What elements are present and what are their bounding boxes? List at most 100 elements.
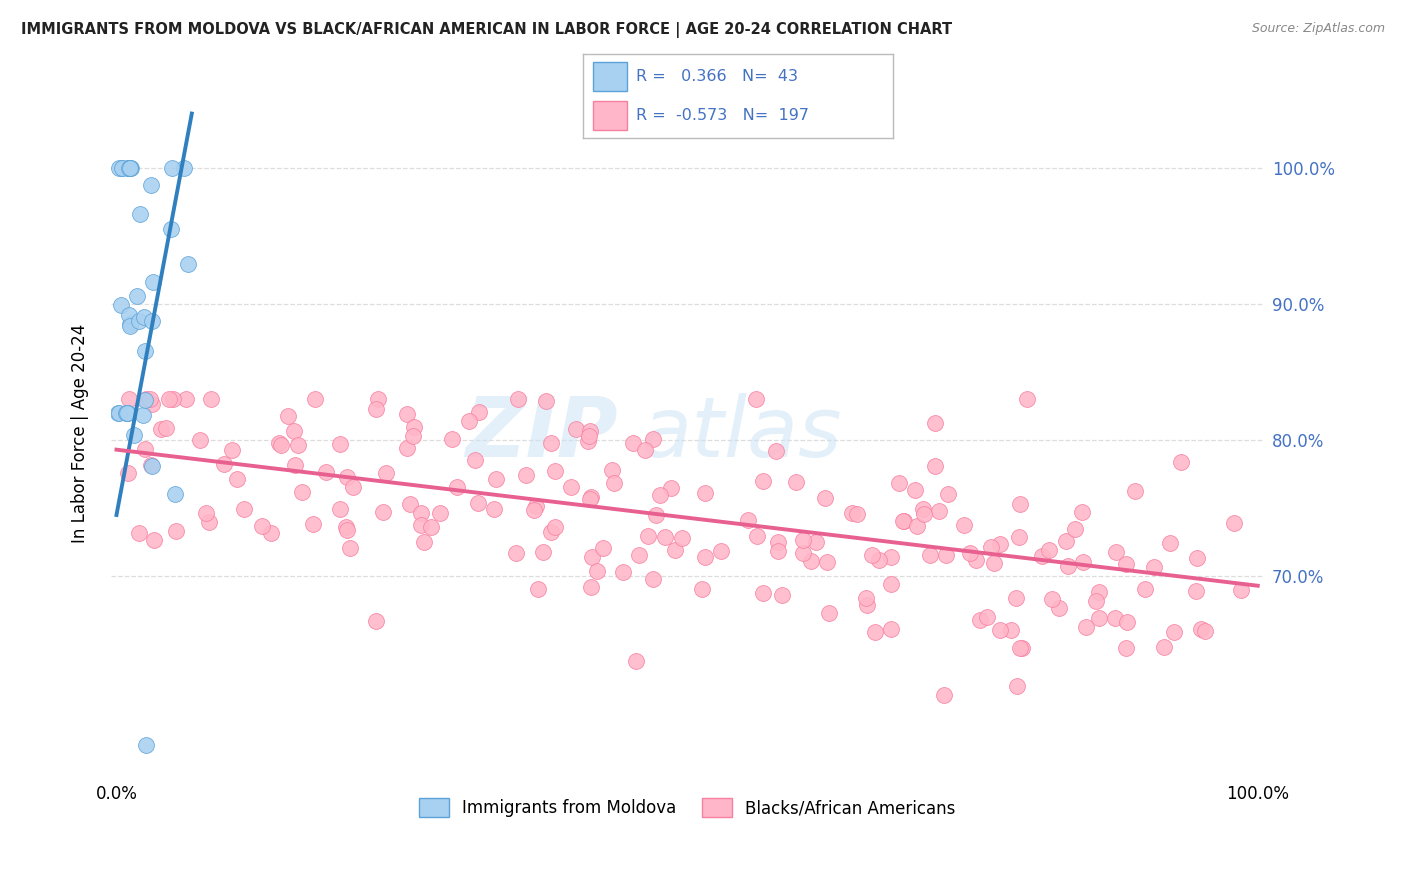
Point	[671, 531, 693, 545]
Point	[134, 392, 156, 407]
Point	[1087, 611, 1109, 625]
Point	[342, 480, 364, 494]
Point	[117, 161, 139, 175]
Point	[856, 599, 879, 613]
Point	[1185, 551, 1208, 566]
Point	[214, 457, 236, 471]
Point	[581, 550, 603, 565]
Point	[132, 409, 155, 423]
Point	[374, 466, 396, 480]
Point	[118, 317, 141, 331]
Point	[120, 161, 142, 175]
Point	[932, 688, 955, 702]
Point	[1054, 534, 1077, 549]
Point	[446, 479, 468, 493]
Point	[467, 496, 489, 510]
Point	[315, 465, 337, 479]
Point	[634, 442, 657, 457]
Point	[765, 444, 787, 458]
Point	[267, 436, 290, 450]
Point	[396, 441, 419, 455]
Point	[524, 500, 547, 514]
Point	[115, 406, 138, 420]
Point	[336, 470, 359, 484]
Point	[576, 434, 599, 448]
Point	[980, 541, 1002, 555]
Point	[952, 518, 974, 533]
Point	[108, 161, 131, 175]
Point	[233, 502, 256, 516]
Point	[1115, 641, 1137, 656]
Point	[644, 508, 666, 522]
Point	[200, 392, 222, 407]
Point	[1133, 582, 1156, 597]
Bar	[593, 101, 627, 130]
Point	[412, 535, 434, 549]
Point	[693, 486, 716, 500]
Point	[139, 392, 162, 407]
Point	[283, 424, 305, 438]
Text: atlas: atlas	[641, 392, 842, 474]
Point	[429, 506, 451, 520]
Point	[134, 343, 156, 358]
Point	[792, 546, 814, 560]
Text: R =  -0.573   N=  197: R = -0.573 N= 197	[636, 108, 808, 123]
Point	[924, 416, 946, 430]
Point	[1031, 549, 1053, 563]
Point	[120, 161, 142, 175]
Point	[515, 468, 537, 483]
Point	[976, 609, 998, 624]
Point	[752, 586, 775, 600]
Point	[162, 161, 184, 175]
Point	[523, 503, 546, 517]
Point	[402, 429, 425, 443]
Point	[108, 406, 131, 420]
Point	[259, 525, 281, 540]
Point	[411, 518, 433, 533]
Text: IMMIGRANTS FROM MOLDOVA VS BLACK/AFRICAN AMERICAN IN LABOR FORCE | AGE 20-24 COR: IMMIGRANTS FROM MOLDOVA VS BLACK/AFRICAN…	[21, 22, 952, 38]
Point	[139, 178, 162, 192]
Point	[110, 298, 132, 312]
Point	[880, 577, 903, 591]
Point	[139, 458, 162, 472]
Point	[117, 161, 139, 175]
Point	[745, 392, 768, 407]
Point	[329, 501, 352, 516]
Point	[747, 529, 769, 543]
Point	[918, 549, 941, 563]
Point	[818, 606, 841, 620]
Point	[118, 161, 141, 175]
Point	[800, 554, 823, 568]
Point	[1005, 591, 1028, 605]
Point	[868, 553, 890, 567]
Point	[1064, 522, 1087, 536]
Point	[654, 530, 676, 544]
Point	[904, 483, 927, 497]
Point	[1115, 615, 1137, 630]
Point	[132, 310, 155, 324]
Point	[526, 582, 548, 596]
Point	[128, 525, 150, 540]
Point	[648, 488, 671, 502]
Point	[115, 406, 138, 420]
Point	[737, 512, 759, 526]
Point	[134, 442, 156, 456]
Point	[284, 458, 307, 472]
Point	[600, 463, 623, 477]
Point	[367, 392, 389, 407]
Point	[1011, 641, 1033, 656]
Point	[143, 533, 166, 547]
Point	[1163, 624, 1185, 639]
Point	[366, 614, 388, 628]
Point	[336, 523, 359, 537]
Point	[988, 537, 1011, 551]
Point	[1123, 484, 1146, 499]
Legend: Immigrants from Moldova, Blacks/African Americans: Immigrants from Moldova, Blacks/African …	[412, 791, 962, 824]
Point	[135, 392, 157, 407]
Point	[531, 545, 554, 559]
Point	[936, 486, 959, 500]
Point	[544, 520, 567, 534]
Point	[1170, 455, 1192, 469]
Point	[785, 475, 807, 489]
Point	[988, 623, 1011, 637]
